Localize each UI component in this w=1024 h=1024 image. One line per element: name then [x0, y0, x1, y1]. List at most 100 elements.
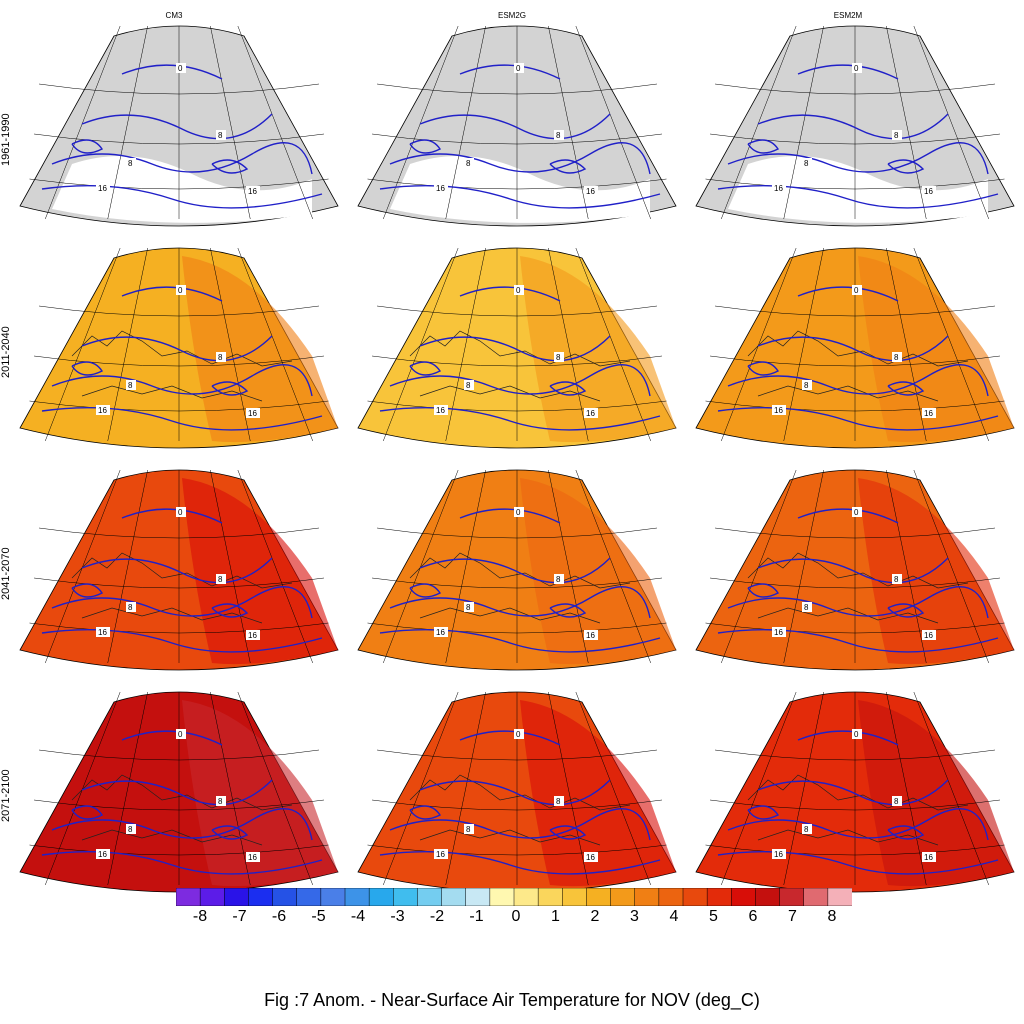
- svg-text:8: 8: [218, 353, 223, 362]
- colorbar-swatch: [779, 887, 805, 907]
- colorbar-swatch: [248, 887, 274, 907]
- map-panel: 8 8 0 16 16: [350, 236, 684, 458]
- contour-line: [459, 730, 561, 746]
- svg-text:0: 0: [178, 508, 183, 517]
- contour-label: 0: [176, 729, 186, 739]
- svg-text:0: 0: [854, 730, 859, 739]
- contour-label: 16: [922, 186, 936, 196]
- contour-line: [727, 364, 989, 397]
- colorbar-swatch: [634, 887, 660, 907]
- colorbar-swatch: [441, 887, 467, 907]
- contour-line: [459, 286, 561, 302]
- contour-line: [71, 805, 104, 820]
- parallel-line: [376, 749, 658, 761]
- svg-text:16: 16: [924, 853, 933, 862]
- svg-text:8: 8: [128, 825, 133, 834]
- parallel-line: [29, 622, 329, 634]
- contour-label: 8: [554, 574, 564, 584]
- contour-label: 8: [464, 380, 474, 390]
- contour-label: 8: [216, 796, 226, 806]
- contour-line: [797, 730, 899, 746]
- parallel-line: [714, 83, 996, 95]
- coastline: [71, 552, 293, 624]
- contour-line: [747, 139, 780, 154]
- warm-region: [520, 478, 676, 665]
- meridian-line: [237, 469, 313, 664]
- svg-text:0: 0: [516, 508, 521, 517]
- contour-line: [121, 730, 223, 746]
- colorbar-tick-label: -6: [271, 908, 287, 925]
- contour-line: [41, 628, 323, 653]
- parallel-line: [29, 178, 329, 190]
- svg-text:8: 8: [466, 825, 471, 834]
- contour-label: 16: [922, 630, 936, 640]
- contour-label: 8: [554, 130, 564, 140]
- meridian-line: [886, 469, 927, 664]
- colorbar-tick-label: 6: [748, 908, 758, 925]
- contour-line: [887, 825, 925, 840]
- colorbar-swatch: [731, 887, 756, 907]
- map-panel: 8 8 0 16 16: [688, 236, 1022, 458]
- colorbar-swatch: [562, 887, 587, 907]
- contour-line: [71, 361, 104, 376]
- svg-text:16: 16: [924, 409, 933, 418]
- svg-text:16: 16: [436, 628, 445, 637]
- svg-text:8: 8: [894, 575, 899, 584]
- contour-line: [747, 361, 780, 376]
- contour-line: [409, 583, 442, 598]
- contour-label: 16: [434, 849, 448, 859]
- contour-label: 0: [514, 285, 524, 295]
- colorbar-swatch: [537, 887, 563, 907]
- contour-line: [727, 586, 989, 619]
- row-label-2071-2100: 2071-2100: [0, 769, 12, 822]
- contour-line: [41, 406, 323, 431]
- contour-label: 0: [852, 507, 862, 517]
- parallel-line: [29, 844, 329, 856]
- colorbar-tick-label: -1: [469, 908, 484, 925]
- contour-line: [459, 508, 561, 524]
- contour-line: [717, 850, 999, 875]
- contour-label: 8: [216, 130, 226, 140]
- parallel-line: [33, 799, 325, 811]
- coastline: [409, 330, 631, 402]
- parallel-line: [709, 799, 1001, 811]
- contour-label: 8: [892, 352, 902, 362]
- contour-line: [409, 805, 442, 820]
- contour-line: [459, 64, 561, 80]
- parallel-line: [705, 400, 1005, 412]
- meridian-line: [210, 25, 251, 220]
- contour-line: [121, 286, 223, 302]
- svg-text:16: 16: [924, 187, 933, 196]
- contour-label: 0: [176, 507, 186, 517]
- parallel-line: [38, 527, 320, 539]
- contour-line: [81, 779, 273, 806]
- warm-region: [182, 700, 338, 887]
- contour-line: [51, 808, 313, 841]
- contour-line: [81, 113, 273, 140]
- contour-line: [379, 628, 661, 653]
- svg-text:8: 8: [218, 797, 223, 806]
- colorbar-swatch: [706, 887, 732, 907]
- svg-text:16: 16: [924, 631, 933, 640]
- contour-label: 8: [464, 824, 474, 834]
- contour-line: [419, 557, 611, 584]
- contour-label: 16: [434, 183, 448, 193]
- warm-region: [858, 700, 1014, 887]
- svg-text:0: 0: [854, 64, 859, 73]
- coastline: [747, 552, 969, 624]
- svg-text:16: 16: [774, 184, 783, 193]
- contour-label: 16: [922, 408, 936, 418]
- parallel-line: [33, 355, 325, 367]
- colorbar-swatch: [465, 887, 491, 907]
- svg-text:16: 16: [436, 184, 445, 193]
- parallel-line: [376, 83, 658, 95]
- column-label-esm2m: ESM2M: [833, 11, 863, 20]
- svg-text:8: 8: [466, 603, 471, 612]
- meridian-line: [548, 25, 589, 220]
- contour-label: 16: [246, 630, 260, 640]
- sea-area: [52, 156, 312, 223]
- contour-line: [211, 159, 249, 174]
- warm-region: [858, 478, 1014, 665]
- svg-text:16: 16: [774, 406, 783, 415]
- colorbar-swatch: [393, 887, 418, 907]
